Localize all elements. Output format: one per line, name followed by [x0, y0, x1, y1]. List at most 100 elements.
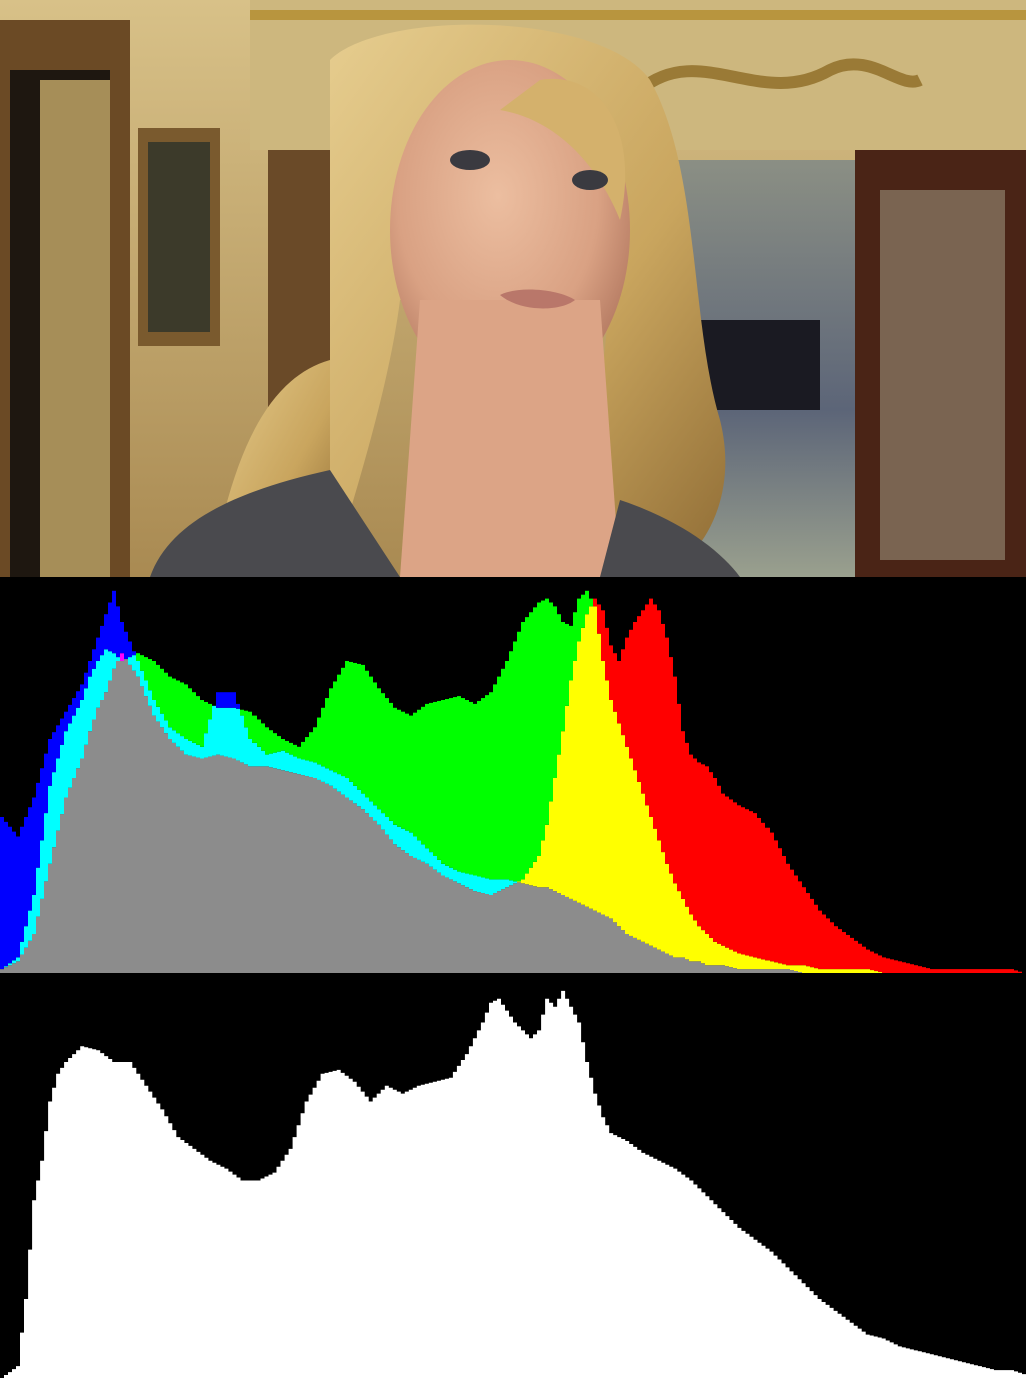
rgb-bin-overlap: [293, 773, 297, 973]
rgb-bin-single: [677, 703, 681, 892]
rgb-bin-overlap: [565, 896, 569, 973]
rgb-bin-pair: [501, 879, 505, 890]
rgb-bin-single: [713, 778, 717, 942]
rgb-bin-overlap: [689, 961, 693, 973]
rgb-bin-single: [862, 946, 866, 970]
rgb-bin-pair: [357, 789, 361, 807]
rgb-bin-overlap: [168, 739, 172, 973]
rgb-bin-overlap: [152, 715, 156, 973]
rgb-bin-single: [930, 969, 934, 973]
rgb-bin-pair: [244, 727, 248, 765]
rgb-bin-overlap: [489, 895, 493, 973]
rgb-bin-pair: [196, 744, 200, 758]
rgb-bin-single: [557, 614, 561, 755]
rgb-bin-single: [589, 598, 593, 607]
rgb-bin-single: [850, 937, 854, 970]
rgb-bin-pair: [537, 856, 541, 888]
rgb-bin-pair: [745, 955, 749, 970]
rgb-bin-pair: [48, 785, 52, 864]
rgb-bin-pair: [224, 707, 228, 757]
rgb-bin-overlap: [761, 969, 765, 973]
rgb-bin-overlap: [745, 969, 749, 973]
rgb-bin-overlap: [148, 705, 152, 973]
luminance-histogram: [0, 977, 1026, 1378]
curtain: [40, 80, 110, 577]
rgb-bin-overlap: [677, 957, 681, 973]
rgb-bin-single: [180, 682, 184, 737]
rgb-bin-overlap: [770, 969, 774, 973]
rgb-bin-pair: [184, 739, 188, 755]
rgb-bin-pair: [16, 957, 20, 962]
rgb-bin-single: [846, 934, 850, 970]
rgb-bin-overlap: [533, 886, 537, 973]
rgb-bin-pair: [693, 920, 697, 962]
rgb-bin-overlap: [774, 969, 778, 973]
rgb-bin-pair: [381, 813, 385, 830]
rgb-bin-pair: [236, 708, 240, 761]
rgb-bin-single: [313, 727, 317, 763]
rgb-bin-single: [369, 676, 373, 802]
rgb-bin-single: [257, 719, 261, 747]
rgb-bin-single: [393, 707, 397, 825]
rgb-bin-overlap: [32, 934, 36, 973]
rgb-bin-single: [72, 698, 76, 716]
rgb-bin-overlap: [297, 774, 301, 973]
rgb-bin-single: [894, 960, 898, 973]
rgb-bin-single: [240, 709, 244, 716]
rgb-bin-single: [377, 688, 381, 810]
rgb-bin-overlap: [573, 900, 577, 973]
rgb-bin-pair: [281, 750, 285, 771]
rgb-bin-pair: [204, 733, 208, 758]
rgb-bin-single: [321, 707, 325, 767]
rgb-bin-single: [818, 910, 822, 970]
rgb-bin-overlap: [64, 797, 68, 973]
rgb-bin-single: [790, 869, 794, 966]
rgb-bin-pair: [838, 969, 842, 973]
rgb-bin-single: [609, 645, 613, 700]
rgb-bin-pair: [277, 751, 281, 770]
rgb-bin-pair: [545, 824, 549, 888]
rgb-bin-pair: [713, 941, 717, 966]
rgb-bin-overlap: [116, 661, 120, 973]
rgb-bin-pair: [373, 805, 377, 821]
rgb-bin-pair: [80, 700, 84, 759]
rgb-bin-pair: [565, 705, 569, 897]
rgb-bin-overlap: [569, 898, 573, 973]
rgb-bin-overlap: [653, 947, 657, 973]
rgb-bin-pair: [753, 957, 757, 970]
rgb-bin-pair: [461, 872, 465, 886]
rgb-bin-single: [681, 731, 685, 899]
rgb-bin-single: [942, 969, 946, 973]
rgb-bin-single: [605, 627, 609, 681]
rgb-bin-pair: [673, 883, 677, 958]
rgb-bin-pair: [116, 657, 120, 661]
rgb-bin-pair: [569, 680, 573, 899]
rgb-bin-pair: [601, 661, 605, 915]
rgb-bin-single: [168, 676, 172, 728]
rgb-bin-pair: [818, 969, 822, 973]
rgb-bin-pair: [325, 768, 329, 784]
rgb-bin-pair: [8, 963, 12, 966]
rgb-bin-single: [293, 744, 297, 757]
rgb-bin-single: [657, 610, 661, 841]
rgb-bin-single: [152, 661, 156, 700]
rgb-bin-overlap: [481, 893, 485, 973]
rgb-bin-overlap: [313, 778, 317, 973]
rgb-bin-single: [1002, 969, 1006, 973]
rgb-bin-single: [172, 678, 176, 731]
rgb-bin-single: [116, 606, 120, 658]
rgb-bin-overlap: [605, 916, 609, 973]
rgb-bin-single: [405, 713, 409, 831]
rgb-bin-pair: [830, 969, 834, 973]
rgb-bin-pair: [32, 895, 36, 934]
rgb-bin-single: [906, 963, 910, 973]
rgb-bin-single: [4, 821, 8, 967]
rgb-bin-single: [8, 826, 12, 964]
rgb-bin-overlap: [441, 875, 445, 973]
rgb-bin-pair: [477, 876, 481, 893]
rgb-bin-single: [597, 604, 601, 634]
rgb-bin-single: [305, 737, 309, 761]
rgb-bin-pair: [317, 764, 321, 780]
rgb-bin-overlap: [673, 957, 677, 973]
rgb-bin-pair: [168, 727, 172, 739]
